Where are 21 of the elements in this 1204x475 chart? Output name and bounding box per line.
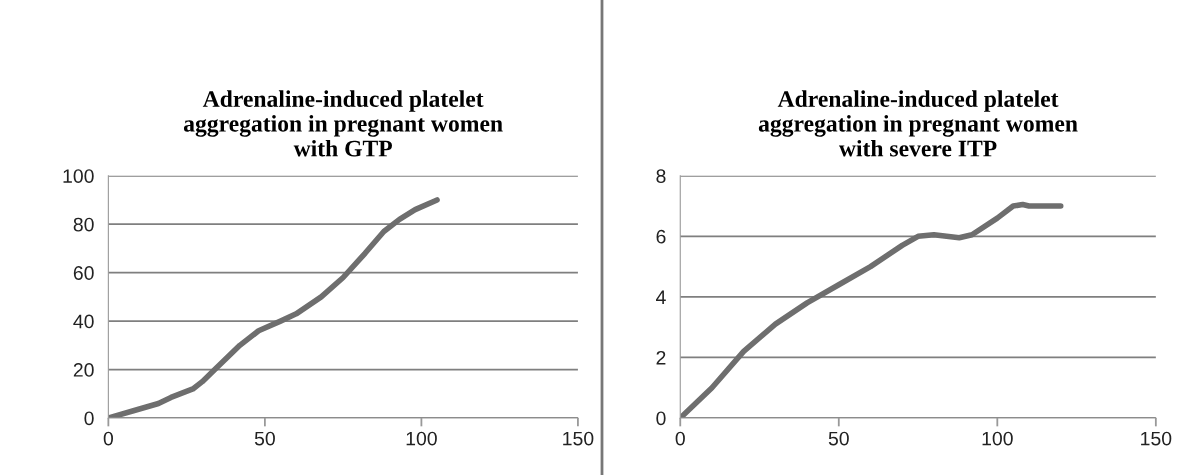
x-tick-label: 100 [982, 431, 1013, 446]
x-tick-label: 50 [254, 431, 275, 446]
x-tick-label: 0 [103, 431, 114, 446]
y-tick-label: 0 [84, 411, 94, 426]
y-tick-label: 6 [656, 229, 666, 244]
x-tick-label: 0 [675, 431, 685, 446]
chart-title: Adrenaline-induced platelet aggregation in pregnant women with GTP [183, 90, 503, 157]
y-tick-label: 20 [73, 363, 94, 377]
y-tick-label: 100 [63, 169, 94, 183]
x-tick-label: 50 [828, 431, 849, 446]
x-tick-label: 150 [563, 431, 594, 446]
y-tick-label: 8 [656, 169, 666, 183]
x-tick-label: 100 [406, 431, 437, 446]
y-tick-label: 60 [73, 266, 94, 280]
y-tick-label: 4 [656, 290, 666, 304]
x-tick-label: 150 [1141, 431, 1172, 446]
y-tick-label: 0 [656, 411, 666, 426]
y-tick-label: 2 [656, 350, 666, 365]
y-tick-label: 40 [73, 314, 94, 329]
chart-title: Adrenaline-induced platelet aggregation in pregnant women with severe ITP [758, 90, 1078, 157]
y-tick-label: 80 [73, 217, 94, 232]
